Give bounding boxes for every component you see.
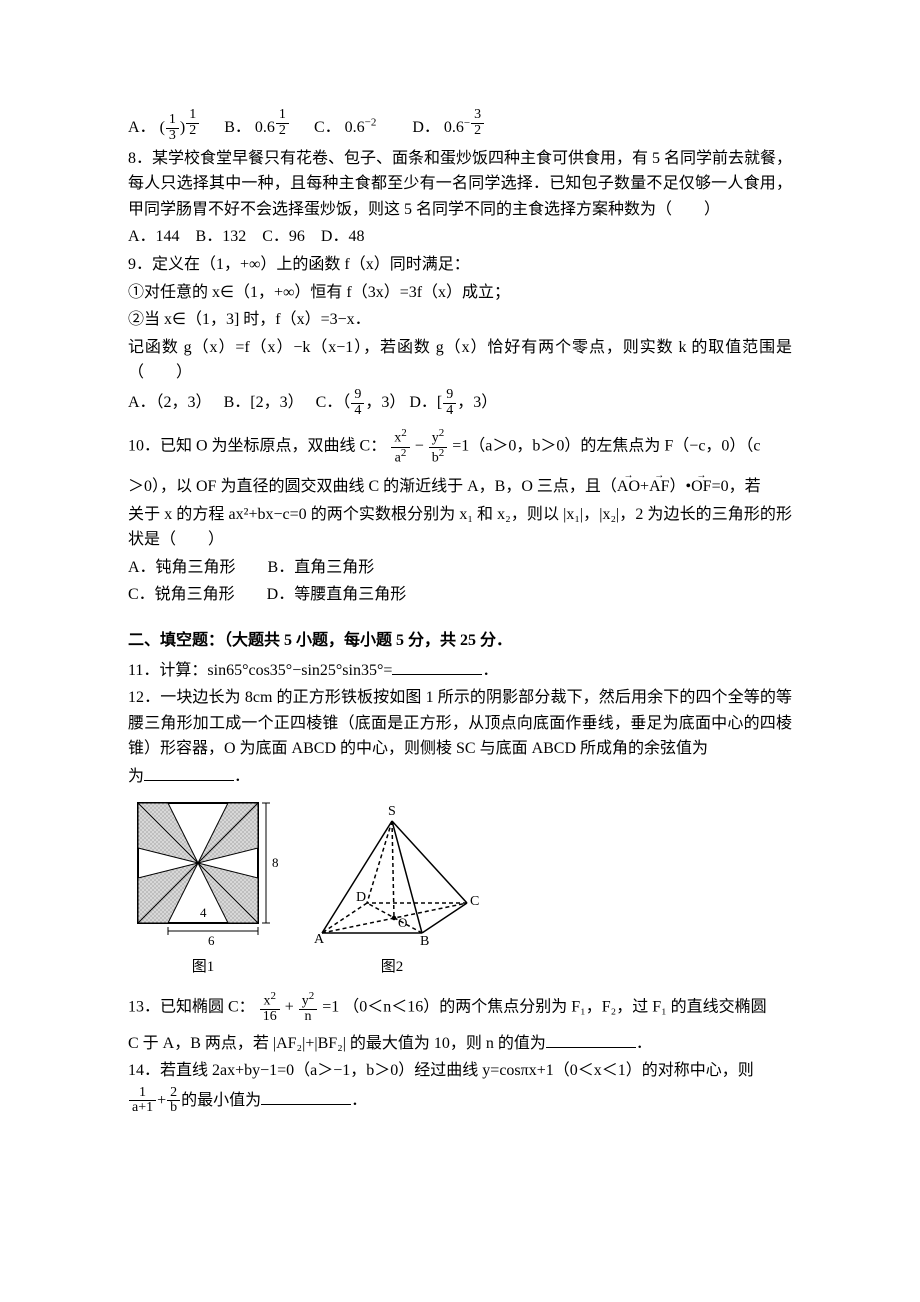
q7-options: A． (13)12 B． 0.612 C． 0.6−2 D． 0.6−32 — [128, 108, 792, 144]
svg-text:A: A — [314, 932, 325, 947]
section-2-head: 二、填空题：（大题共 5 小题，每小题 5 分，共 25 分． — [128, 628, 792, 654]
fig2-caption: 图2 — [381, 955, 404, 979]
figure-1-svg: 8 4 6 — [128, 798, 278, 953]
q9-l3: ②当 x∈（1，3] 时，f（x）=3−x． — [128, 307, 792, 333]
q12-blank — [144, 766, 234, 781]
figure-2: S A B — [302, 803, 482, 979]
figure-2-svg: S A B — [302, 803, 482, 953]
q13-l2: C 于 A，B 两点，若 |AF₂|+|BF₂| 的最大值为 10，则 n 的值… — [128, 1031, 792, 1057]
vector-AO: AO — [617, 478, 640, 495]
q12-text: 12．一块边长为 8cm 的正方形铁板按如图 1 所示的阴影部分裁下，然后用余下… — [128, 685, 792, 762]
q9-D: D．[94，3） — [409, 394, 497, 411]
q11-blank — [392, 660, 482, 675]
svg-text:B: B — [420, 934, 429, 949]
q9-B: B．[2，3） — [224, 394, 296, 411]
q12-figures: 8 4 6 图1 S — [128, 798, 792, 979]
q13-l1: 13．已知椭圆 C： x216 + y2n =1 （0＜n＜16）的两个焦点分别… — [128, 991, 792, 1025]
q7-B-expr: 0.612 — [255, 119, 294, 136]
q12-blank-row: 为． — [128, 764, 792, 790]
q14-blank — [261, 1090, 351, 1105]
dim-4: 4 — [200, 905, 207, 920]
q7-A-expr: (13)12 — [160, 119, 205, 136]
q13-blank — [546, 1033, 636, 1048]
q10-l1: 10．已知 O 为坐标原点，双曲线 C： x2a2 − y2b2 =1（a＞0，… — [128, 428, 792, 466]
dim-8: 8 — [272, 855, 278, 870]
fig1-caption: 图1 — [192, 955, 215, 979]
q10-l3: 关于 x 的方程 ax²+bx−c=0 的两个实数根分别为 x₁ 和 x₂，则以… — [128, 502, 792, 553]
q7-B-label: B． — [224, 119, 251, 136]
q7-D-label: D． — [412, 119, 440, 136]
q9-l4: 记函数 g（x）=f（x）−k（x−1），若函数 g（x）恰好有两个零点，则实数… — [128, 335, 792, 386]
q9-l2: ①对任意的 x∈（1，+∞）恒有 f（3x）=3f（x）成立； — [128, 280, 792, 306]
q14-l1: 14．若直线 2ax+by−1=0（a＞−1，b＞0）经过曲线 y=cosπx+… — [128, 1058, 792, 1084]
figure-1: 8 4 6 图1 — [128, 798, 278, 979]
q9-options: A．（2，3） B．[2，3） C．（94，3） D．[94，3） — [128, 388, 792, 418]
q10-l2: ＞0），以 OF 为直径的圆交双曲线 C 的渐近线于 A，B，O 三点，且（AO… — [128, 474, 792, 500]
q10-opts-cd: C．锐角三角形 D．等腰直角三角形 — [128, 582, 792, 608]
svg-text:O: O — [398, 915, 407, 930]
svg-text:C: C — [470, 894, 479, 909]
q11: 11．计算：sin65°cos35°−sin25°sin35°=． — [128, 658, 792, 684]
q7-A-label: A． — [128, 119, 156, 136]
q7-C-label: C． — [314, 119, 341, 136]
q14-l2: 1a+1+2b的最小值为． — [128, 1086, 792, 1116]
dim-6: 6 — [208, 933, 215, 948]
q9-C: C．（94，3） — [316, 394, 410, 411]
q7-D-expr: 0.6−32 — [444, 119, 485, 136]
q10-opts-ab: A．钝角三角形 B．直角三角形 — [128, 555, 792, 581]
q9-A: A．（2，3） — [128, 394, 204, 411]
q9-l1: 9．定义在（1，+∞）上的函数 f（x）同时满足： — [128, 252, 792, 278]
vector-AF: AF — [649, 478, 669, 495]
page: A． (13)12 B． 0.612 C． 0.6−2 D． 0.6−32 8．… — [0, 0, 920, 1302]
vector-OF: OF — [691, 478, 711, 495]
q8-options: A．144 B．132 C．96 D．48 — [128, 224, 792, 250]
svg-text:D: D — [356, 890, 366, 905]
q8-stem: 8．某学校食堂早餐只有花卷、包子、面条和蛋炒饭四种主食可供食用，有 5 名同学前… — [128, 146, 792, 223]
svg-text:S: S — [388, 804, 396, 819]
q7-C-expr: 0.6−2 — [345, 119, 377, 136]
